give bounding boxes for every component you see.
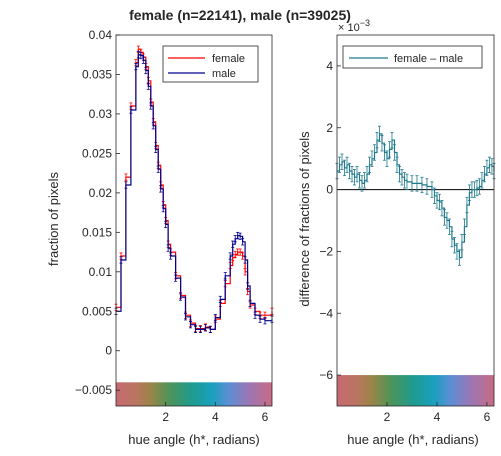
right-y-tick-label: −4	[319, 306, 333, 320]
legend-label-female: female	[212, 53, 245, 65]
right-y-tick-label: −6	[319, 368, 333, 382]
left-x-tick-label: 2	[162, 410, 169, 424]
left-y-tick-label: 0.02	[89, 186, 113, 200]
right-y-tick-label: 2	[326, 121, 333, 135]
right-y-tick-label: −2	[319, 244, 333, 258]
right-x-axis-label: hue angle (h*, radians)	[347, 432, 479, 447]
left-y-tick-label: 0.01	[89, 265, 113, 279]
right-legend: female – male	[342, 45, 483, 69]
right-y-axis-label: difference of fractions of pixels	[297, 131, 312, 307]
legend-label-male: male	[212, 68, 236, 80]
left-y-tick-label: 0.04	[89, 28, 113, 42]
legend-label-difference: female – male	[394, 53, 463, 65]
series-line-female	[116, 48, 273, 330]
right-x-tick-label: 6	[484, 410, 491, 424]
left-y-tick-label: 0.025	[82, 146, 112, 160]
left-y-axis-label: fraction of pixels	[46, 172, 61, 266]
right-exponent-power: −3	[360, 18, 370, 28]
left-y-tick-label: 0.015	[82, 225, 112, 239]
right-x-tick-label: 4	[434, 410, 441, 424]
difference-panel: −6 −4 −2 0 2 4 2 4 6 × 10−3 difference of fracti…	[297, 18, 496, 447]
left-hue-strip	[116, 382, 272, 406]
left-legend-box	[162, 45, 259, 83]
distribution-panel: −0.005 0 0.005 0.01 0.015 0.02 0.025 0.03 0.035 0…	[46, 28, 274, 447]
right-axes-frame	[336, 34, 495, 407]
right-exponent-label: × 10−3	[338, 18, 370, 34]
left-y-tick-label: 0	[105, 344, 112, 358]
left-x-tick-label: 6	[262, 410, 269, 424]
left-y-tick-label: 0.035	[82, 67, 112, 81]
left-x-axis-label: hue angle (h*, radians)	[128, 432, 260, 447]
left-y-tick-label: 0.03	[89, 107, 113, 121]
right-x-tick-label: 2	[384, 410, 391, 424]
series-line-female-male	[337, 133, 495, 259]
right-y-tick-label: 0	[326, 183, 333, 197]
left-y-tick-label: −0.005	[75, 383, 112, 397]
left-legend: female male	[162, 45, 259, 83]
left-x-tick-label: 4	[212, 410, 219, 424]
left-y-tick-label: 0.005	[82, 304, 112, 318]
right-hue-strip	[337, 375, 494, 406]
figure-title: female (n=22141), male (n=39025)	[129, 7, 351, 23]
right-y-tick-label: 4	[326, 59, 333, 73]
left-axes-frame	[115, 34, 273, 407]
right-legend-box	[342, 45, 483, 69]
right-exponent-base: × 10	[338, 22, 360, 34]
